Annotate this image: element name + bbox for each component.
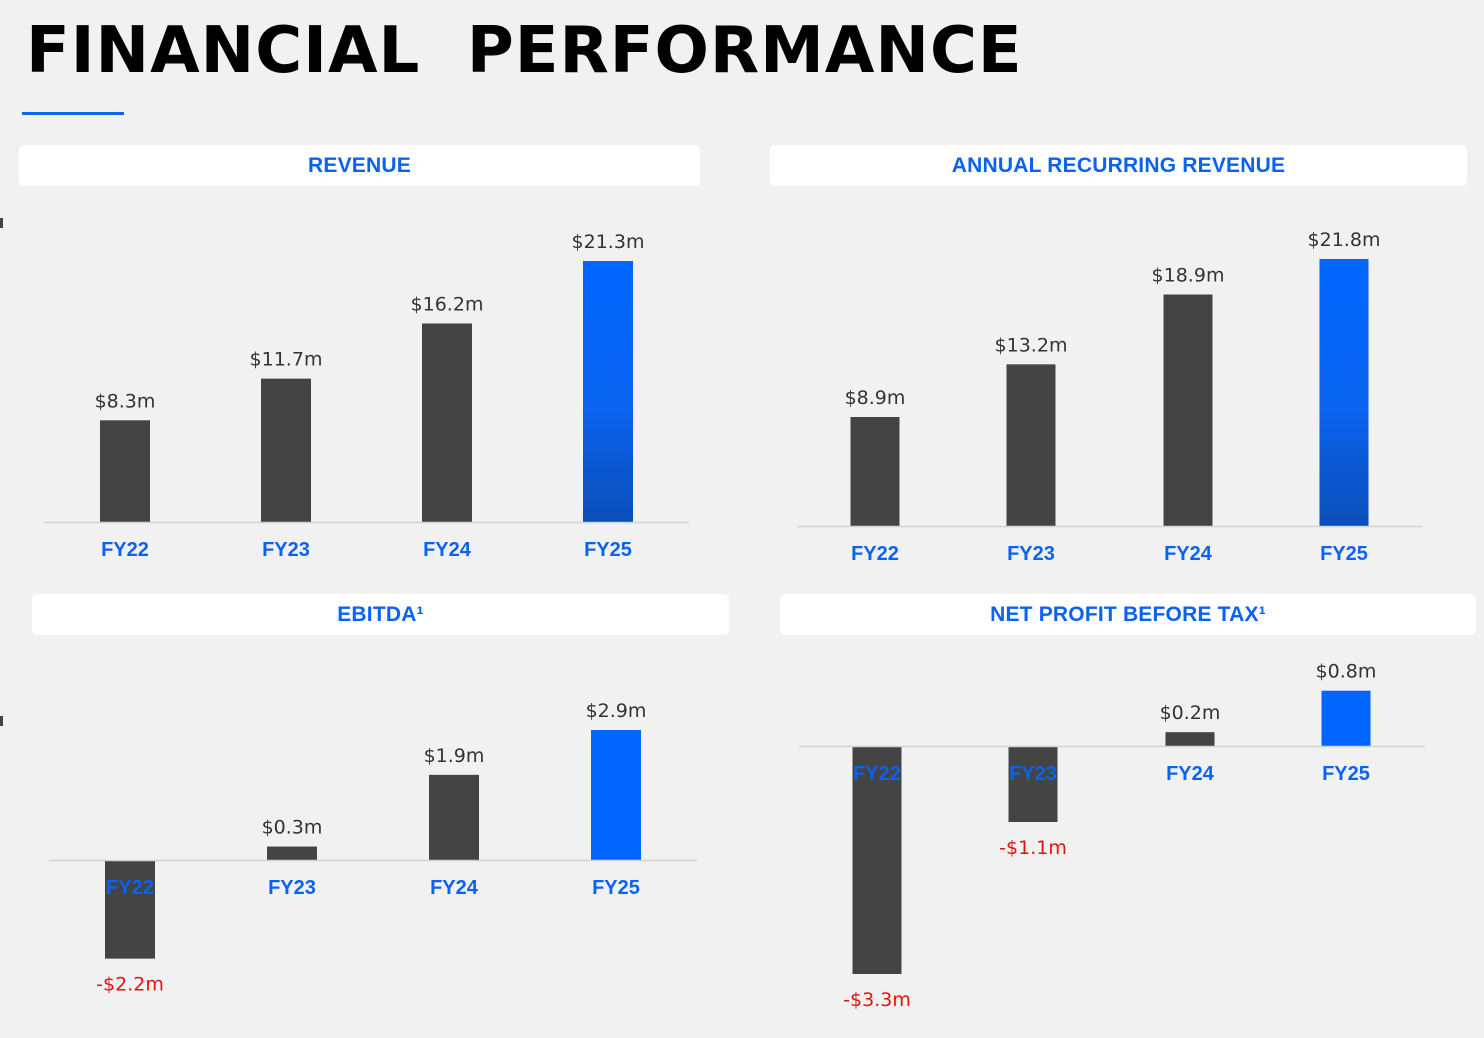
value-label-fy25: $21.8m xyxy=(1308,229,1381,251)
value-label-fy22: $8.3m xyxy=(95,390,156,412)
value-label-fy22: $8.9m xyxy=(845,387,906,409)
revenue-title: REVENUE xyxy=(308,153,411,177)
revenue-chart: $8.3m $11.7m $16.2m $21.3m FY22 FY23 FY24 FY25 xyxy=(44,231,689,561)
bar-fy22 xyxy=(850,416,900,526)
npbt-panel-header: NET PROFIT BEFORE TAX¹ xyxy=(780,594,1476,635)
ebitda-chart: -$2.2m $0.3m $1.9m $2.9m FY22 FY23 FY24 FY25 xyxy=(49,700,697,996)
bar-fy25 xyxy=(1319,259,1369,526)
value-label-fy25: $0.8m xyxy=(1316,661,1377,683)
bar-fy23 xyxy=(1006,364,1056,526)
npbt-title: NET PROFIT BEFORE TAX¹ xyxy=(990,602,1266,626)
value-label-fy23: $13.2m xyxy=(995,334,1068,356)
npbt-panel: NET PROFIT BEFORE TAX¹ -$3.3m -$1.1m $0.2m… xyxy=(780,594,1476,1024)
bar-fy25 xyxy=(591,730,641,860)
page-title: FINANCIAL PERFORMANCE xyxy=(26,14,1023,88)
title-underline xyxy=(22,112,124,115)
value-label-fy22: -$2.2m xyxy=(96,974,164,996)
ebitda-panel: EBITDA¹ -$2.2m $0.3m $1.9m $2.9m FY22 FY23 FY2… xyxy=(32,594,729,1014)
value-label-fy25: $2.9m xyxy=(586,700,647,722)
bar-fy24 xyxy=(422,323,472,522)
category-label-fy25: FY25 xyxy=(592,877,640,899)
npbt-chart: -$3.3m -$1.1m $0.2m $0.8m FY22 FY23 FY24 FY25 xyxy=(799,661,1425,1011)
bar-fy24 xyxy=(1165,732,1215,746)
ebitda-title: EBITDA¹ xyxy=(337,602,424,626)
category-label-fy25: FY25 xyxy=(584,539,632,561)
category-label-fy25: FY25 xyxy=(1320,543,1368,565)
revenue-panel-header: REVENUE xyxy=(19,145,700,186)
category-label-fy22: FY22 xyxy=(853,763,901,785)
bar-fy25 xyxy=(1321,690,1371,746)
revenue-panel: REVENUE $8.3m $11.7m $16.2m $21.3m FY22 FY23 F… xyxy=(19,145,700,575)
category-label-fy24: FY24 xyxy=(430,877,479,899)
value-label-fy24: $1.9m xyxy=(424,745,485,767)
category-label-fy25: FY25 xyxy=(1322,763,1370,785)
category-label-fy24: FY24 xyxy=(1166,763,1215,785)
bar-fy24 xyxy=(429,774,479,860)
bar-fy23 xyxy=(1008,746,1058,822)
bar-fy22 xyxy=(105,860,155,959)
value-label-fy24: $18.9m xyxy=(1152,265,1225,287)
value-label-fy22: -$3.3m xyxy=(843,989,911,1011)
category-label-fy23: FY23 xyxy=(1009,763,1057,785)
category-label-fy24: FY24 xyxy=(423,539,472,561)
bar-fy25 xyxy=(583,261,633,522)
bar-fy22 xyxy=(852,746,902,974)
category-label-fy24: FY24 xyxy=(1164,543,1213,565)
arr-title: ANNUAL RECURRING REVENUE xyxy=(951,153,1286,177)
value-label-fy23: $0.3m xyxy=(262,817,323,839)
bar-fy23 xyxy=(261,378,311,522)
arr-panel-header: ANNUAL RECURRING REVENUE xyxy=(770,145,1467,186)
category-label-fy22: FY22 xyxy=(101,539,149,561)
arr-panel: ANNUAL RECURRING REVENUE $8.9m $13.2m $18.… xyxy=(770,145,1467,580)
category-label-fy23: FY23 xyxy=(268,877,316,899)
value-label-fy25: $21.3m xyxy=(572,231,645,253)
value-label-fy24: $0.2m xyxy=(1160,702,1221,724)
ebitda-panel-header: EBITDA¹ xyxy=(32,594,729,635)
category-label-fy22: FY22 xyxy=(851,543,899,565)
edge-mark xyxy=(0,716,3,726)
arr-chart: $8.9m $13.2m $18.9m $21.8m FY22 FY23 FY24 FY25 xyxy=(797,229,1422,565)
value-label-fy23: $11.7m xyxy=(250,349,323,371)
value-label-fy23: -$1.1m xyxy=(999,837,1067,859)
edge-mark xyxy=(0,218,3,228)
category-label-fy23: FY23 xyxy=(262,539,310,561)
bar-fy24 xyxy=(1163,294,1213,526)
value-label-fy24: $16.2m xyxy=(411,293,484,315)
category-label-fy23: FY23 xyxy=(1007,543,1055,565)
category-label-fy22: FY22 xyxy=(106,877,154,899)
bar-fy22 xyxy=(100,420,150,522)
bar-fy23 xyxy=(267,846,317,860)
